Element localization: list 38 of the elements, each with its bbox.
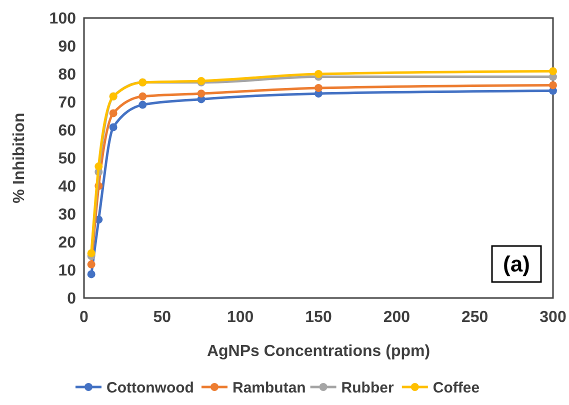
point [549,67,557,76]
point [549,81,557,90]
y-tick-label: 100 [49,10,76,28]
point [87,260,96,268]
point [94,162,103,170]
y-tick-label: 90 [58,38,76,56]
x-tick-label: 50 [153,309,172,326]
point [314,84,322,92]
x-tick-label: 250 [461,309,488,326]
legend-label: Rambutan [232,379,306,396]
x-tick-label: 100 [226,309,254,326]
point [314,70,322,78]
y-tick-label: 20 [58,234,76,252]
x-tick-label: 200 [383,309,410,326]
x-tick-label: 150 [305,309,332,326]
point [109,109,118,118]
y-tick-label: 30 [58,206,76,224]
point [87,249,96,258]
y-tick-label: 60 [58,122,76,140]
x-tick-label: 300 [540,309,566,326]
y-tick-label: 50 [58,150,76,168]
legend-label: Coffee [432,379,480,396]
point [138,100,147,109]
x-tick-label: 0 [80,309,89,326]
y-axis-title: % Inhibition [11,112,28,204]
legend-label: Cottonwood [106,379,194,396]
y-tick-label: 0 [67,290,76,308]
point [197,90,206,98]
point [109,123,118,132]
point [138,92,147,100]
x-axis-title: AgNPs Concentrations (ppm) [206,343,430,360]
point [87,270,96,278]
legend-label: Rubber [341,379,394,396]
y-tick-label: 80 [58,66,76,84]
y-tick-label: 70 [58,94,76,112]
y-tick-label: 10 [58,262,76,280]
annotation: (a) [503,252,530,277]
y-tick-label: 40 [58,178,76,196]
